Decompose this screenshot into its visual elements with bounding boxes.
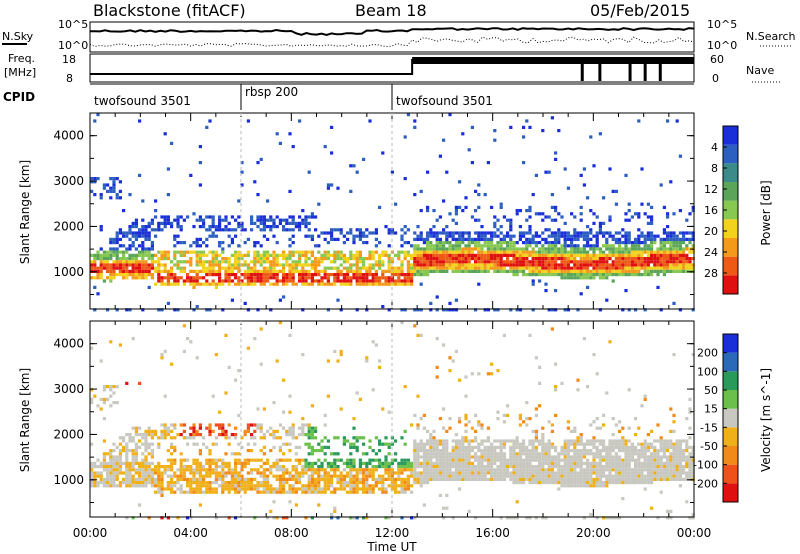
y-tick-label: 3000 [53,382,84,396]
colorbar-tick-label: 12 [704,183,718,196]
cpid-label: CPID [3,90,35,104]
x-tick-label: 00:00 [677,526,712,540]
colorbar-swatch [723,390,738,409]
colorbar-swatch [723,126,738,145]
colorbar-tick-label: -15 [700,421,718,434]
y-tick-label: 2000 [53,219,84,233]
nave-spike [598,57,602,81]
x-tick-label: 12:00 [375,526,410,540]
colorbar-swatch [723,427,738,446]
nave-tick-top: 60 [710,53,724,66]
colorbar-tick-label: -200 [693,477,718,490]
noise-sky-line [90,27,695,37]
colorbar-swatch [723,238,738,257]
colorbar-swatch [723,371,738,390]
colorbar-tick-label: 4 [711,141,718,154]
y-tick-label: 1000 [53,265,84,279]
freq-tick-top: 18 [62,53,76,66]
x-tick-label: 08:00 [274,526,309,540]
colorbar-swatch [723,163,738,182]
power-colorbar: 4 8 12 16 20 24 28 Power [dB] [704,125,773,295]
colorbar-tick-label: 200 [697,347,718,360]
nsearch-label: N.Search [746,30,796,43]
y-tick-label: 2000 [53,427,84,441]
nave-spike [643,57,647,81]
colorbar-tick-label: 24 [704,246,718,259]
noise-panel: N.Sky 10^5 10^0 10^5 10^0 N.Search [2,18,796,53]
x-axis: 00:00 04:00 08:00 12:00 16:00 20:00 00:00 [73,526,712,540]
colorbar-swatch [723,182,738,201]
x-axis-title: Time UT [366,540,417,554]
colorbar-swatch [723,256,738,276]
velocity-colorbar-title: Velocity [m s^-1] [759,368,773,472]
nsky-label: N.Sky [2,30,34,43]
colorbar-swatch [723,144,738,164]
nave-spike [580,57,584,81]
noise-search-line [89,36,695,48]
nave-tick-bottom: 0 [712,72,719,85]
x-tick-label: 04:00 [173,526,208,540]
colorbar-swatch [723,200,738,220]
colorbar-swatch [723,352,738,372]
beam-title: Beam 18 [355,1,427,20]
colorbar-swatch [723,219,738,238]
noise-tick-top: 10^5 [58,18,88,31]
cpid-row: CPID twofsound 3501 rbsp 200 twofsound 350… [3,83,694,110]
colorbar-tick-label: -100 [693,459,718,472]
colorbar-swatch [723,334,738,353]
freq-tick-bottom: 8 [66,72,73,85]
date-title: 05/Feb/2015 [590,1,690,20]
power-colorbar-title: Power [dB] [759,180,773,245]
noise-tick-bottom: 10^0 [58,39,88,52]
cpid-segment-label: twofsound 3501 [396,94,493,108]
freq-label: Freq. [8,52,35,65]
colorbar-swatch [723,408,738,428]
noise-right-tick-bottom: 10^0 [707,39,737,52]
freq-unit-label: [MHz] [4,66,36,79]
y-tick-label: 4000 [53,337,84,351]
y-tick-label: 4000 [53,129,84,143]
colorbar-tick-label: 100 [697,365,718,378]
power-ylabel: Slant Range [km] [18,160,32,264]
x-tick-label: 16:00 [475,526,510,540]
x-tick-label: 00:00 [73,526,108,540]
y-tick-label: 1000 [53,473,84,487]
cpid-segment-label: rbsp 200 [245,85,298,99]
nave-fill [412,57,694,64]
power-panel: 1000 2000 3000 4000 Slant Range [km] [18,112,695,312]
frequency-panel: Freq. [MHz] 18 8 60 0 Nave [4,52,780,85]
colorbar-tick-label: -50 [700,440,718,453]
nave-label: Nave [746,64,774,77]
nave-spike [658,57,662,81]
station-title: Blackstone (fitACF) [93,1,246,20]
cpid-segment-label: twofsound 3501 [94,94,191,108]
colorbar-swatch [723,446,738,465]
velocity-colorbar: 200 100 50 15 -15 -50 -100 -200 Velocity [m s^-… [693,333,773,503]
colorbar-tick-label: 15 [704,403,718,416]
velocity-ylabel: Slant Range [km] [18,368,32,472]
colorbar-tick-label: 16 [704,204,718,217]
colorbar-tick-label: 28 [704,267,718,280]
noise-right-tick-top: 10^5 [707,18,737,31]
x-tick-label: 20:00 [576,526,611,540]
y-tick-label: 3000 [53,174,84,188]
colorbar-swatch [723,464,738,484]
colorbar-swatch [723,275,738,294]
colorbar-swatch [723,483,738,502]
nave-spike [628,57,632,81]
colorbar-tick-label: 20 [704,225,718,238]
colorbar-tick-label: 8 [711,162,718,175]
colorbar-tick-label: 50 [704,384,718,397]
velocity-panel: 1000 2000 3000 4000 Slant Range [km] [18,320,695,520]
